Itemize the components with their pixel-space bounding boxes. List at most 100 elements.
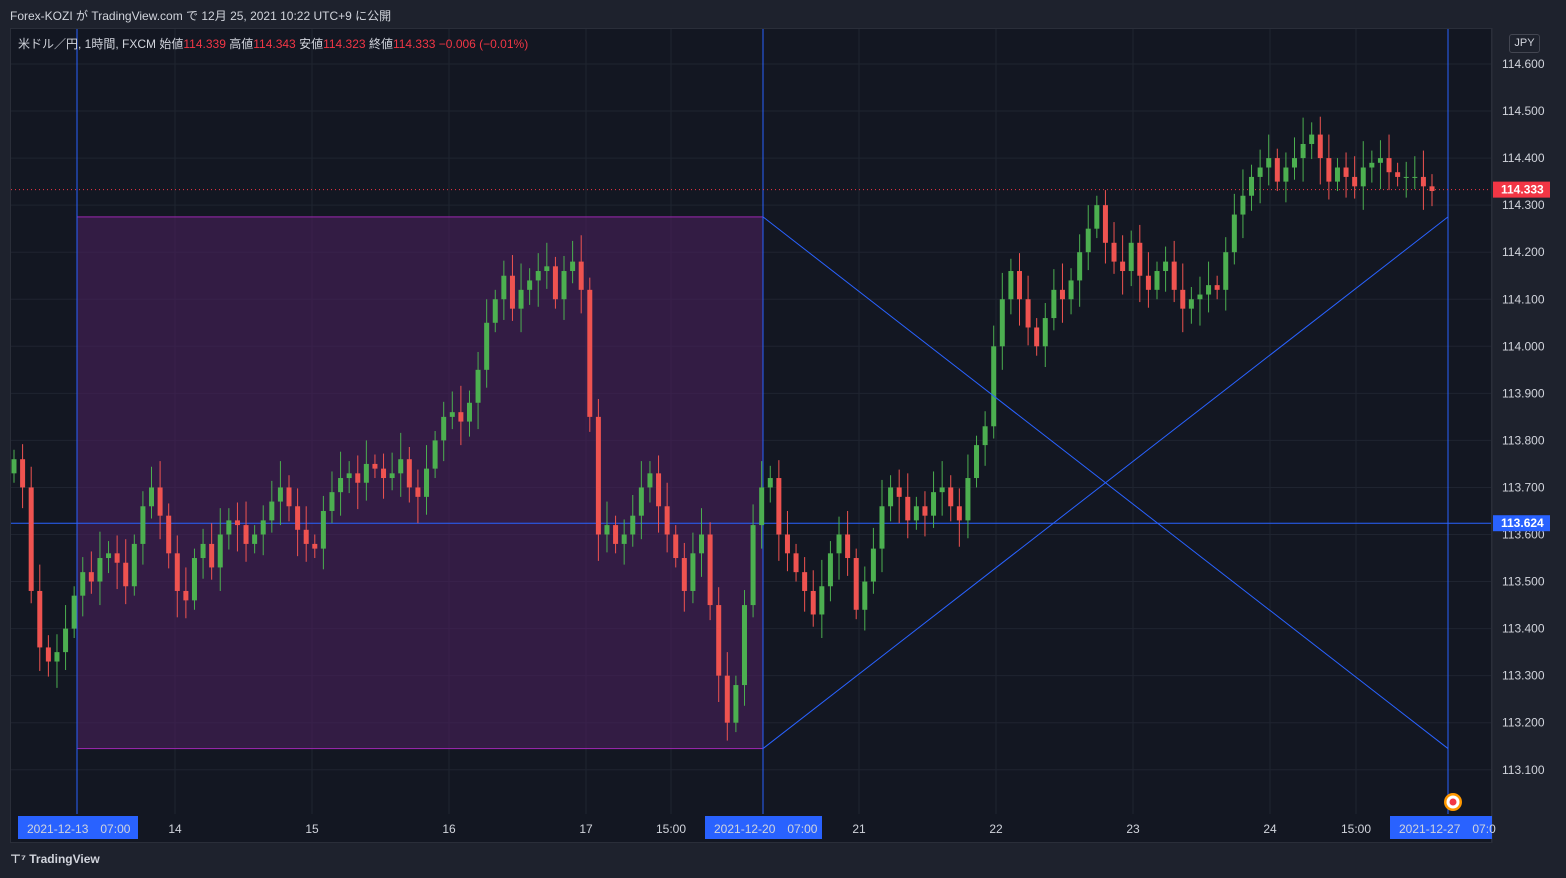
time-marker-label: 2021-12-27 07:0 (1399, 822, 1496, 836)
price-axis[interactable]: 114.600 114.500 114.400 114.300 114.200 114.1… (1491, 28, 1545, 843)
candle-body (922, 506, 928, 516)
candle-body (1197, 294, 1203, 300)
candle-body (518, 289, 524, 309)
candle-body (681, 558, 687, 591)
currency-button[interactable]: JPY (1509, 34, 1540, 53)
time-tick-label: 21 (852, 822, 866, 836)
candle-body (793, 553, 799, 573)
candle-body (664, 506, 670, 535)
candle-body (570, 261, 576, 272)
candle-body (1360, 167, 1366, 187)
candle-body (759, 487, 765, 526)
cross-lines[interactable] (762, 216, 1449, 749)
candle-body (1120, 261, 1126, 272)
candle-body (776, 478, 782, 535)
candle-body (260, 520, 266, 535)
candle-body (389, 473, 395, 479)
change-value: −0.006 (−0.01%) (438, 37, 529, 51)
candle-body (1223, 252, 1229, 290)
candle-body (870, 548, 876, 582)
price-tick-label: 113.900 (1502, 386, 1545, 400)
candle-body (578, 261, 584, 290)
time-axis[interactable]: 14 15 16 17 15:00 21 22 23 24 15:00 2021-12-13 07:… (18, 816, 1496, 839)
candle-body (466, 402, 472, 422)
candle-body (97, 558, 103, 582)
open-label: 始値 (159, 37, 184, 51)
candle-body (54, 652, 60, 662)
time-tick-label: 22 (989, 822, 1003, 836)
price-tick-label: 113.300 (1502, 669, 1545, 683)
candle-body (88, 572, 94, 582)
candle-body (1008, 271, 1014, 300)
candle-body (724, 675, 730, 723)
candle-body (1412, 176, 1418, 178)
candle-body (209, 543, 215, 568)
candle-body (295, 506, 301, 530)
vertical-lines (76, 29, 1449, 814)
candle-body (28, 487, 34, 591)
candle-body (1214, 285, 1220, 290)
alert-icon[interactable] (1444, 793, 1462, 811)
candle-body (217, 534, 223, 568)
candle-body (1291, 158, 1297, 168)
candle-body (157, 487, 163, 516)
time-tick-label: 23 (1126, 822, 1140, 836)
symbol-legend: 米ドル／円, 1時間, FXCM 始値114.339 高値114.343 安値1… (18, 35, 528, 52)
symbol-name: 米ドル／円, 1時間, FXCM (18, 37, 157, 51)
price-tick-label: 114.000 (1502, 339, 1545, 353)
candle-body (458, 412, 464, 422)
candle-body (406, 459, 412, 488)
price-tick-label: 113.500 (1502, 575, 1545, 589)
candle-body (1016, 271, 1022, 300)
time-marker-badge (18, 816, 138, 839)
price-tick-label: 114.300 (1502, 198, 1545, 212)
candle-body (1283, 167, 1289, 182)
candle-body (1274, 158, 1280, 182)
price-tick-label: 113.800 (1502, 433, 1545, 447)
candle-body (1180, 289, 1186, 309)
candle-body (1163, 261, 1169, 272)
candle-body (1326, 158, 1332, 182)
footer: ⊤⁷ TradingView (0, 843, 1566, 878)
candle-body (905, 496, 911, 521)
time-tick-label: 15:00 (1341, 822, 1371, 836)
candle-body (896, 487, 902, 497)
candle-body (1034, 327, 1040, 347)
candle-body (827, 553, 833, 587)
candle-body (372, 463, 378, 469)
time-marker-label: 2021-12-13 07:00 (27, 822, 131, 836)
candle-body (939, 487, 945, 493)
candle-body (587, 289, 593, 417)
candle-body (535, 271, 541, 281)
candle-body (106, 553, 112, 559)
candle-body (1077, 252, 1083, 281)
candle-body (716, 605, 722, 676)
candle-body (37, 590, 43, 648)
candle-body (338, 478, 344, 493)
tv-logo-icon: ⊤⁷ (10, 852, 30, 866)
candle-body (1377, 158, 1383, 163)
price-tick-label: 113.400 (1502, 622, 1545, 636)
time-tick-label: 14 (168, 822, 182, 836)
candle-body (1094, 205, 1100, 229)
candle-body (630, 515, 636, 535)
candle-body (595, 416, 601, 535)
time-tick-label: 16 (442, 822, 456, 836)
time-tick-label: 17 (579, 822, 593, 836)
tradingview-logo[interactable]: ⊤⁷ TradingView (10, 852, 100, 866)
candle-body (123, 562, 129, 587)
candle-body (1188, 299, 1194, 309)
last-price-badge: 114.333 (1493, 181, 1550, 198)
candle-body (862, 581, 868, 610)
candle-body (509, 275, 515, 309)
candle-body (381, 468, 387, 479)
candle-body (484, 322, 490, 370)
candle-body (80, 572, 86, 596)
candle-body (1042, 318, 1048, 347)
candle-body (363, 463, 369, 483)
candle-body (1171, 261, 1177, 290)
price-tick-label: 114.500 (1502, 104, 1545, 118)
time-tick-label: 24 (1263, 822, 1277, 836)
candle-body (131, 543, 137, 587)
